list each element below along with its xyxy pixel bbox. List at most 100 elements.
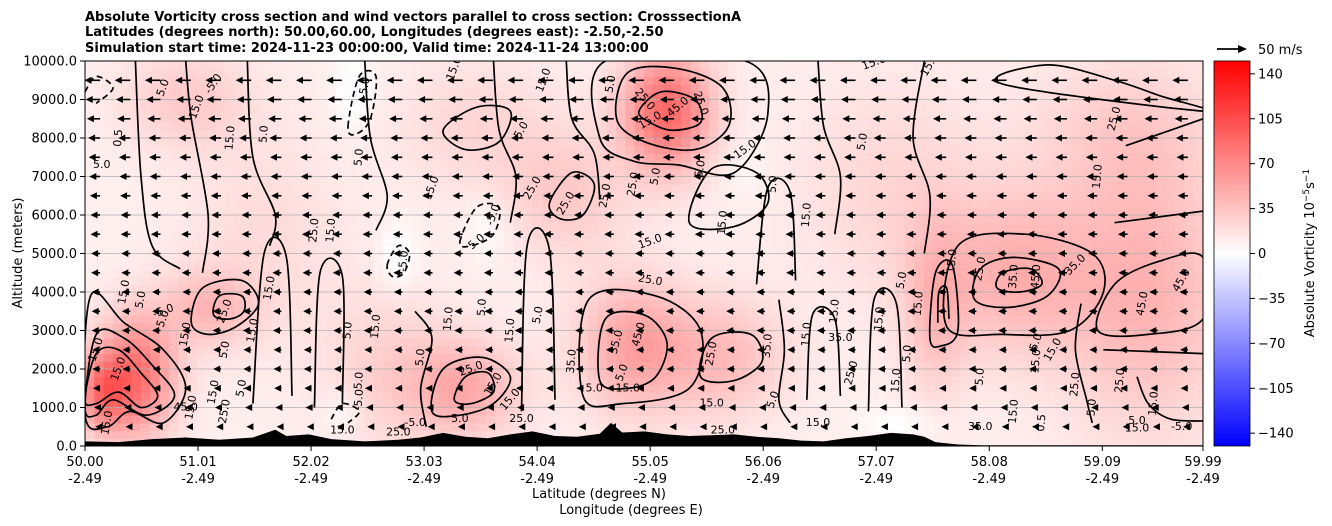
heatmap-cell	[373, 238, 384, 247]
heatmap-cell	[168, 99, 179, 108]
heatmap-cell	[979, 222, 990, 231]
heatmap-cell	[560, 114, 571, 124]
heatmap-cell	[541, 91, 552, 101]
heatmap-cell	[644, 84, 654, 93]
heatmap-cell	[625, 361, 636, 370]
heatmap-cell	[439, 68, 449, 77]
heatmap-cell	[420, 68, 431, 77]
heatmap-cell	[895, 268, 906, 278]
heatmap-cell	[522, 230, 533, 239]
heatmap-cell	[159, 330, 170, 339]
heatmap-cell	[532, 245, 543, 255]
heatmap-cell	[811, 215, 822, 224]
heatmap-cell	[886, 99, 897, 108]
heatmap-cell	[262, 245, 272, 255]
heatmap-cell	[457, 184, 468, 193]
heatmap-cell	[215, 322, 226, 332]
heatmap-cell	[308, 245, 319, 255]
heatmap-cell	[616, 168, 626, 178]
heatmap-cell	[765, 292, 776, 301]
heatmap-cell	[420, 338, 431, 347]
heatmap-cell	[262, 207, 272, 216]
heatmap-cell	[401, 222, 412, 231]
heatmap-cell	[848, 161, 859, 170]
heatmap-cell	[159, 284, 170, 293]
heatmap-cell	[289, 415, 300, 424]
heatmap-cell	[504, 276, 515, 285]
heatmap-cell	[876, 68, 887, 77]
heatmap-cell	[206, 99, 217, 108]
heatmap-cell	[746, 153, 757, 162]
heatmap-cell	[653, 338, 664, 347]
heatmap-cell	[960, 122, 971, 131]
heatmap-cell	[811, 330, 822, 339]
heatmap-cell	[876, 207, 887, 216]
heatmap-cell	[709, 407, 720, 416]
heatmap-cell	[709, 361, 720, 370]
heatmap-cell	[625, 84, 636, 93]
heatmap-cell	[858, 353, 869, 362]
heatmap-cell	[522, 168, 533, 178]
heatmap-cell	[960, 238, 971, 247]
heatmap-cell	[1007, 384, 1018, 393]
heatmap-cell	[616, 299, 626, 308]
heatmap-cell	[886, 68, 897, 77]
heatmap-cell	[420, 91, 431, 101]
heatmap-cell	[280, 68, 291, 77]
heatmap-cell	[224, 145, 235, 154]
heatmap-cell	[625, 107, 636, 116]
heatmap-cell	[774, 107, 785, 116]
heatmap-cell	[280, 99, 291, 108]
heatmap-cell	[150, 322, 161, 332]
heatmap-cell	[317, 130, 328, 139]
heatmap-cell	[140, 430, 151, 439]
heatmap-cell	[504, 168, 515, 178]
heatmap-cell	[774, 145, 785, 154]
heatmap-cell	[616, 114, 626, 124]
heatmap-cell	[569, 138, 580, 147]
heatmap-cell	[923, 161, 934, 170]
heatmap-cell	[802, 161, 813, 170]
heatmap-cell	[280, 199, 291, 208]
heatmap-cell	[196, 407, 207, 416]
heatmap-cell	[420, 107, 431, 116]
heatmap-cell	[876, 122, 887, 131]
heatmap-cell	[606, 168, 617, 178]
heatmap-cell	[224, 276, 235, 285]
heatmap-cell	[616, 245, 626, 255]
heatmap-cell	[262, 361, 272, 370]
heatmap-cell	[746, 392, 757, 401]
heatmap-cell	[206, 276, 217, 285]
heatmap-cell	[671, 261, 682, 270]
heatmap-cell	[541, 253, 552, 262]
heatmap-cell	[159, 353, 170, 362]
heatmap-cell	[746, 138, 757, 147]
heatmap-cell	[159, 61, 170, 70]
heatmap-cell	[616, 284, 626, 293]
heatmap-cell	[168, 415, 179, 424]
heatmap-cell	[308, 168, 319, 178]
heatmap-cell	[504, 230, 515, 239]
heatmap-cell	[513, 61, 524, 70]
heatmap-cell	[308, 145, 319, 154]
heatmap-cell	[774, 322, 785, 332]
heatmap-cell	[187, 315, 198, 324]
heatmap-cell	[448, 107, 459, 116]
heatmap-cell	[988, 107, 999, 116]
heatmap-cell	[271, 330, 282, 339]
heatmap-cell	[131, 245, 142, 255]
heatmap-cell	[112, 145, 123, 154]
heatmap-cell	[951, 307, 962, 316]
heatmap-cell	[457, 299, 468, 308]
heatmap-cell	[932, 215, 943, 224]
heatmap-cell	[448, 184, 459, 193]
heatmap-cell	[727, 122, 738, 131]
heatmap-cell	[755, 292, 766, 301]
heatmap-cell	[355, 222, 366, 231]
heatmap-cell	[178, 176, 189, 185]
heatmap-cell	[765, 222, 776, 231]
heatmap-cell	[634, 369, 645, 378]
heatmap-cell	[476, 322, 487, 332]
heatmap-cell	[513, 207, 524, 216]
heatmap-cell	[690, 91, 701, 101]
